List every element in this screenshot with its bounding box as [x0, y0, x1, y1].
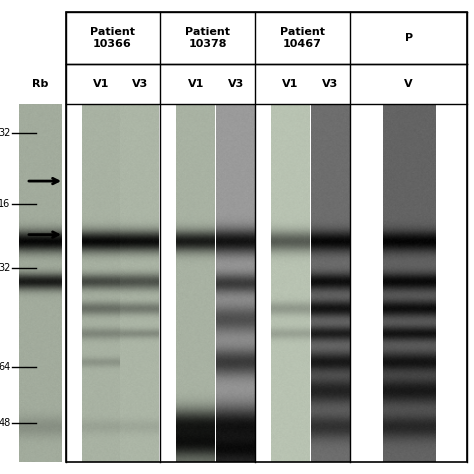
Text: P: P: [404, 33, 413, 43]
Text: V: V: [404, 79, 413, 89]
Text: V3: V3: [132, 79, 148, 89]
Text: 48: 48: [0, 418, 10, 428]
Text: V1: V1: [188, 79, 204, 89]
Text: 32: 32: [0, 128, 10, 138]
Bar: [66, 12, 467, 462]
Text: Patient
10378: Patient 10378: [185, 27, 230, 49]
Text: Patient
10366: Patient 10366: [90, 27, 135, 49]
Text: 16: 16: [0, 199, 10, 209]
Text: Patient
10467: Patient 10467: [280, 27, 325, 49]
Text: 32: 32: [0, 263, 10, 273]
Text: V3: V3: [228, 79, 244, 89]
Text: 64: 64: [0, 362, 10, 373]
Text: V3: V3: [322, 79, 338, 89]
Text: V1: V1: [283, 79, 299, 89]
Text: V1: V1: [93, 79, 109, 89]
Text: Rb: Rb: [32, 79, 48, 89]
